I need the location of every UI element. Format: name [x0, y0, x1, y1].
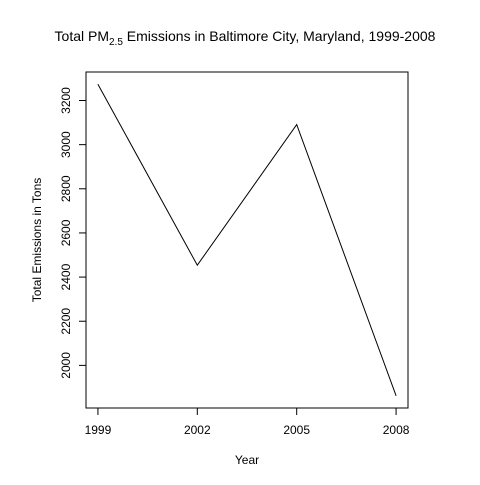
y-tick-label: 2200 [59, 308, 73, 335]
chart-title: Total PM2.5 Emissions in Baltimore City,… [55, 28, 436, 48]
series-line [97, 83, 397, 396]
series-layer [97, 83, 397, 396]
y-tick-label: 2600 [59, 219, 73, 246]
y-tick-label: 3200 [59, 87, 73, 114]
y-axis: 2000 2200 2400 2600 2800 3000 3200 [59, 87, 87, 379]
chart-title-suffix: Emissions in Baltimore City, Maryland, 1… [123, 28, 436, 44]
x-tick-label: 2008 [383, 423, 410, 437]
x-tick-label: 1999 [85, 423, 112, 437]
y-tick-label: 2800 [59, 175, 73, 202]
x-tick-label: 2005 [283, 423, 310, 437]
chart-title-prefix: Total PM [55, 28, 109, 44]
chart-title-subscript: 2.5 [109, 37, 123, 48]
y-tick-label: 2400 [59, 263, 73, 290]
y-axis-label: Total Emissions in Tons [30, 178, 44, 303]
x-axis-label: Year [235, 453, 259, 467]
y-tick-label: 3000 [59, 131, 73, 158]
y-tick-label: 2000 [59, 352, 73, 379]
x-tick-label: 2002 [184, 423, 211, 437]
x-axis: 1999 2002 2005 2008 [85, 407, 410, 437]
